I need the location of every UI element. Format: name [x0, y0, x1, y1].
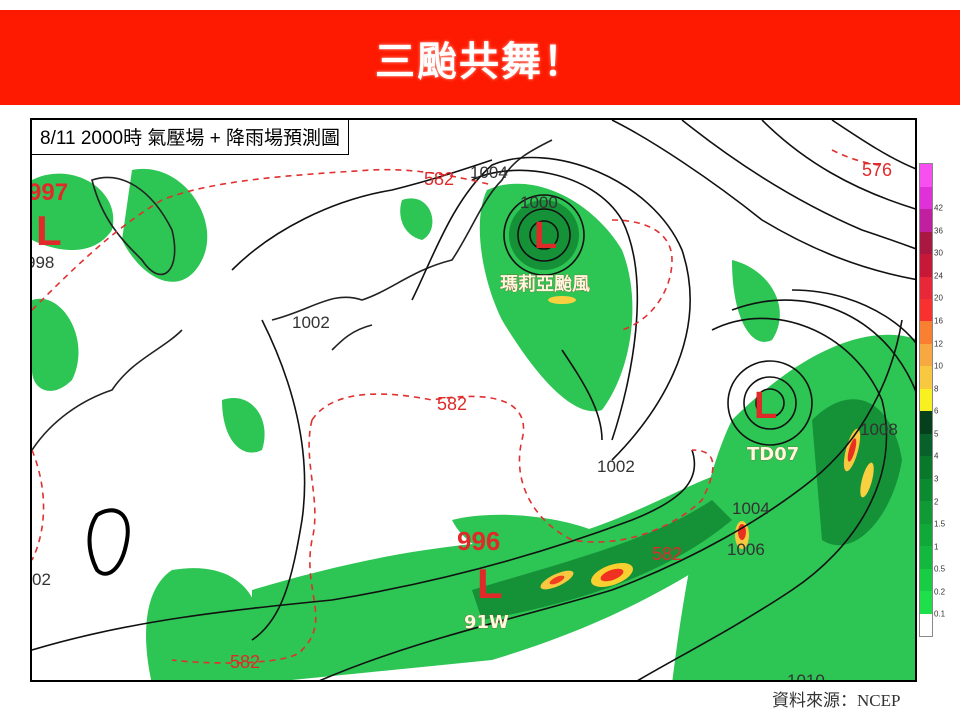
pressure-label: 997: [32, 179, 68, 206]
colorbar-segment: [920, 343, 932, 367]
colorbar-segment: [920, 298, 932, 322]
colorbar-tick-label: 10: [934, 361, 943, 371]
isobar-label: 1000: [520, 193, 558, 212]
colorbar-tick-label: 1: [934, 542, 939, 552]
colorbar-segment: [920, 321, 932, 344]
disturbance-name-label: 91W: [464, 612, 509, 633]
isobar-label: 998: [32, 253, 54, 272]
colorbar-segment: [920, 254, 932, 277]
pressure-label: 996: [457, 526, 500, 556]
colorbar-segment: [920, 478, 932, 502]
isobar-label: 1008: [860, 420, 898, 439]
colorbar-segment: [920, 209, 932, 232]
colorbar-segment: [920, 591, 932, 614]
isobars: [32, 120, 915, 680]
colorbar-tick-label: 12: [934, 339, 943, 349]
colorbar-tick-label: 8: [934, 384, 939, 394]
colorbar-tick-label: 20: [934, 293, 943, 303]
isobar-label: 02: [32, 570, 51, 589]
low-marker: L: [36, 207, 62, 254]
colorbar-tick-label: 36: [934, 226, 943, 236]
height-label: 582: [652, 544, 682, 564]
source-credit: 資料來源：NCEP: [772, 691, 901, 710]
colorbar-segment: [920, 388, 932, 412]
map-graphic: 1004 1000 1002 1002 1004 1006 1008 998 1…: [32, 120, 915, 682]
colorbar-segment: [920, 276, 932, 299]
colorbar-tick-label: 4: [934, 451, 939, 461]
isobar-label: 1010: [787, 671, 825, 682]
isobar-label: 1002: [292, 313, 330, 332]
colorbar-tick-label: 0.1: [934, 609, 946, 619]
weather-map: 1004 1000 1002 1002 1004 1006 1008 998 1…: [30, 118, 917, 682]
colorbar-segment: [920, 546, 932, 569]
map-caption: 8/11 2000時 氣壓場 + 降雨場預測圖: [32, 120, 350, 155]
isobar-label: 1002: [597, 457, 635, 476]
low-marker: L: [477, 560, 503, 607]
depression-name-label: TD07: [747, 444, 799, 465]
low-marker: L: [754, 385, 777, 427]
height-label: 582: [424, 169, 454, 189]
colorbar-segment: [920, 164, 932, 187]
colorbar-tick-label: 1.5: [934, 519, 946, 529]
height-label: 582: [437, 394, 467, 414]
isobar-label: 1006: [727, 540, 765, 559]
colorbar-segment: [920, 568, 932, 592]
height-label: 582: [230, 652, 260, 672]
colorbar-segment: [920, 456, 932, 479]
colorbar-tick-label: 42: [934, 203, 943, 213]
colorbar-tick-label: 24: [934, 271, 943, 281]
coastlines: [32, 139, 553, 576]
colorbar-tick-label: 5: [934, 429, 939, 439]
colorbar-segment: [920, 186, 932, 210]
precipitation-colorbar: [919, 163, 933, 637]
colorbar-tick-label: 6: [934, 406, 939, 416]
colorbar-segment: [920, 613, 932, 636]
typhoon-name-label: 瑪莉亞颱風: [500, 274, 590, 295]
colorbar-tick-label: 0.2: [934, 587, 946, 597]
colorbar-segment: [920, 501, 932, 524]
colorbar-tick-label: 30: [934, 248, 943, 258]
title-banner: 三颱共舞！: [0, 10, 960, 105]
colorbar-tick-label: 2: [934, 497, 939, 507]
height-label: 576: [862, 160, 892, 180]
colorbar-tick-label: 3: [934, 474, 939, 484]
colorbar-segment: [920, 231, 932, 255]
colorbar-segment: [920, 523, 932, 547]
colorbar-segment: [920, 433, 932, 457]
isobar-label: 1004: [732, 499, 770, 518]
colorbar-tick-label: 0.5: [934, 564, 946, 574]
colorbar-segment: [920, 366, 932, 389]
colorbar-segment: [920, 411, 932, 434]
low-marker: L: [534, 215, 557, 257]
colorbar-tick-label: 16: [934, 316, 943, 326]
banner-title: 三颱共舞！: [375, 38, 585, 85]
rain-field-intense: [540, 296, 874, 590]
height-contours: [32, 149, 883, 664]
colorbar-labels: 0.1 0.2 0.5 1 1.5 2 3 4 5 6 8 10 12 16 20 24 30 36 42: [934, 163, 960, 637]
rain-field-heavy: [472, 200, 902, 620]
isobar-label: 1004: [470, 163, 508, 182]
